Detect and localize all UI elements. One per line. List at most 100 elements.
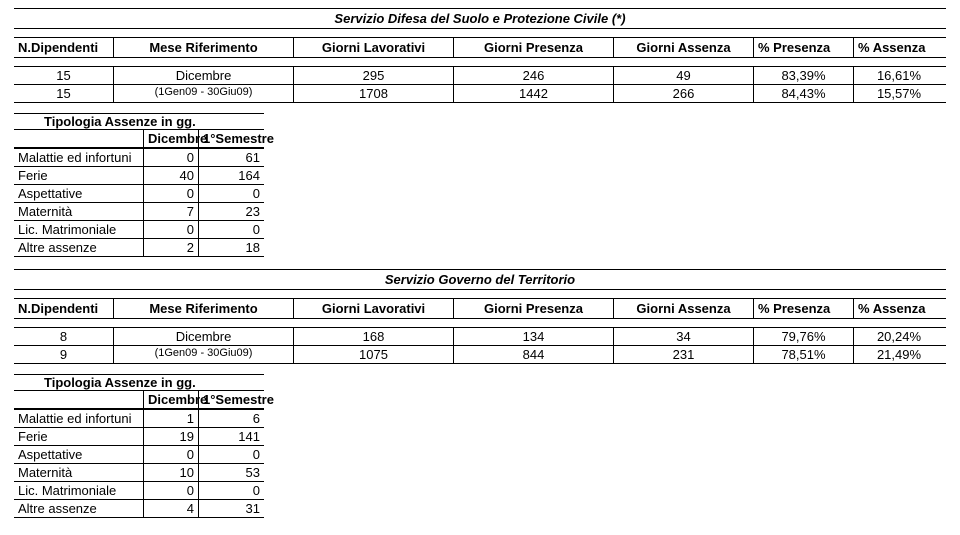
cell-ppres: 78,51%	[754, 346, 854, 363]
tipologia-c1: 4	[144, 500, 199, 517]
col-pres: Giorni Presenza	[454, 299, 614, 318]
tipologia-col2: 1°Semestre	[199, 130, 264, 147]
cell-pass: 16,61%	[854, 67, 944, 84]
main-header-row: N.Dipendenti Mese Riferimento Giorni Lav…	[14, 37, 946, 58]
tipologia-c2: 6	[199, 410, 264, 427]
tipologia-label: Lic. Matrimoniale	[14, 221, 144, 238]
tipologia-col2: 1°Semestre	[199, 391, 264, 408]
tipologia-row: Ferie19141	[14, 427, 264, 445]
cell-ndip: 8	[14, 328, 114, 345]
cell-ass: 49	[614, 67, 754, 84]
cell-mese: Dicembre	[114, 67, 294, 84]
tipologia-label: Aspettative	[14, 185, 144, 202]
tipologia-c1: 0	[144, 221, 199, 238]
col-pass: % Assenza	[854, 38, 944, 57]
cell-pres: 1442	[454, 85, 614, 102]
cell-ass: 34	[614, 328, 754, 345]
tipologia-c2: 164	[199, 167, 264, 184]
col-ndip: N.Dipendenti	[14, 299, 114, 318]
col-ass: Giorni Assenza	[614, 299, 754, 318]
tipologia-label: Malattie ed infortuni	[14, 149, 144, 166]
cell-ppres: 84,43%	[754, 85, 854, 102]
tipologia-c2: 31	[199, 500, 264, 517]
cell-lav: 295	[294, 67, 454, 84]
tipologia-table: Dicembre 1°Semestre Malattie ed infortun…	[14, 390, 264, 518]
table-row: 15 (1Gen09 - 30Giu09) 1708 1442 266 84,4…	[14, 85, 946, 103]
tipologia-label: Ferie	[14, 167, 144, 184]
tipologia-label: Maternità	[14, 203, 144, 220]
tipologia-row: Aspettative00	[14, 184, 264, 202]
tipologia-c2: 61	[199, 149, 264, 166]
cell-pass: 15,57%	[854, 85, 944, 102]
cell-mese: (1Gen09 - 30Giu09)	[114, 346, 294, 363]
tipologia-c2: 0	[199, 221, 264, 238]
tipologia-title: Tipologia Assenze in gg.	[14, 113, 264, 129]
tipologia-row: Altre assenze431	[14, 499, 264, 517]
tipologia-c1: 0	[144, 185, 199, 202]
tipologia-c2: 0	[199, 446, 264, 463]
tipologia-row: Maternità723	[14, 202, 264, 220]
cell-mese: (1Gen09 - 30Giu09)	[114, 85, 294, 102]
tipologia-row: Maternità1053	[14, 463, 264, 481]
col-ass: Giorni Assenza	[614, 38, 754, 57]
cell-ppres: 79,76%	[754, 328, 854, 345]
col-mese: Mese Riferimento	[114, 299, 294, 318]
cell-ass: 266	[614, 85, 754, 102]
section-title: Servizio Difesa del Suolo e Protezione C…	[14, 8, 946, 29]
tipologia-label: Maternità	[14, 464, 144, 481]
table-row: 9 (1Gen09 - 30Giu09) 1075 844 231 78,51%…	[14, 346, 946, 364]
tipologia-c2: 0	[199, 482, 264, 499]
tipologia-c1: 19	[144, 428, 199, 445]
tipologia-empty	[14, 391, 144, 408]
tipologia-row: Malattie ed infortuni061	[14, 148, 264, 166]
tipologia-col1: Dicembre	[144, 391, 199, 408]
col-lav: Giorni Lavorativi	[294, 299, 454, 318]
tipologia-label: Ferie	[14, 428, 144, 445]
col-ndip: N.Dipendenti	[14, 38, 114, 57]
cell-lav: 168	[294, 328, 454, 345]
tipologia-empty	[14, 130, 144, 147]
col-lav: Giorni Lavorativi	[294, 38, 454, 57]
tipologia-header: Dicembre 1°Semestre	[14, 390, 264, 409]
col-ppres: % Presenza	[754, 38, 854, 57]
tipologia-c1: 1	[144, 410, 199, 427]
tipologia-header: Dicembre 1°Semestre	[14, 129, 264, 148]
col-pass: % Assenza	[854, 299, 944, 318]
cell-ndip: 9	[14, 346, 114, 363]
table-row: 8 Dicembre 168 134 34 79,76% 20,24%	[14, 327, 946, 346]
tipologia-row: Altre assenze218	[14, 238, 264, 256]
tipologia-table: Dicembre 1°Semestre Malattie ed infortun…	[14, 129, 264, 257]
col-mese: Mese Riferimento	[114, 38, 294, 57]
tipologia-c2: 53	[199, 464, 264, 481]
tipologia-label: Malattie ed infortuni	[14, 410, 144, 427]
cell-pres: 134	[454, 328, 614, 345]
tipologia-c1: 0	[144, 446, 199, 463]
tipologia-c1: 7	[144, 203, 199, 220]
col-pres: Giorni Presenza	[454, 38, 614, 57]
data-block: 8 Dicembre 168 134 34 79,76% 20,24% 9 (1…	[14, 327, 946, 364]
cell-pass: 20,24%	[854, 328, 944, 345]
tipologia-c2: 0	[199, 185, 264, 202]
tipologia-row: Lic. Matrimoniale00	[14, 481, 264, 499]
cell-pres: 844	[454, 346, 614, 363]
cell-ass: 231	[614, 346, 754, 363]
cell-mese: Dicembre	[114, 328, 294, 345]
tipologia-c1: 2	[144, 239, 199, 256]
cell-ppres: 83,39%	[754, 67, 854, 84]
cell-lav: 1075	[294, 346, 454, 363]
tipologia-c1: 0	[144, 482, 199, 499]
tipologia-title: Tipologia Assenze in gg.	[14, 374, 264, 390]
tipologia-c1: 40	[144, 167, 199, 184]
cell-ndip: 15	[14, 85, 114, 102]
tipologia-label: Aspettative	[14, 446, 144, 463]
tipologia-col1: Dicembre	[144, 130, 199, 147]
tipologia-row: Malattie ed infortuni16	[14, 409, 264, 427]
cell-pass: 21,49%	[854, 346, 944, 363]
tipologia-c2: 23	[199, 203, 264, 220]
tipologia-c2: 18	[199, 239, 264, 256]
tipologia-row: Ferie40164	[14, 166, 264, 184]
tipologia-label: Lic. Matrimoniale	[14, 482, 144, 499]
main-header-row: N.Dipendenti Mese Riferimento Giorni Lav…	[14, 298, 946, 319]
tipologia-row: Lic. Matrimoniale00	[14, 220, 264, 238]
col-ppres: % Presenza	[754, 299, 854, 318]
